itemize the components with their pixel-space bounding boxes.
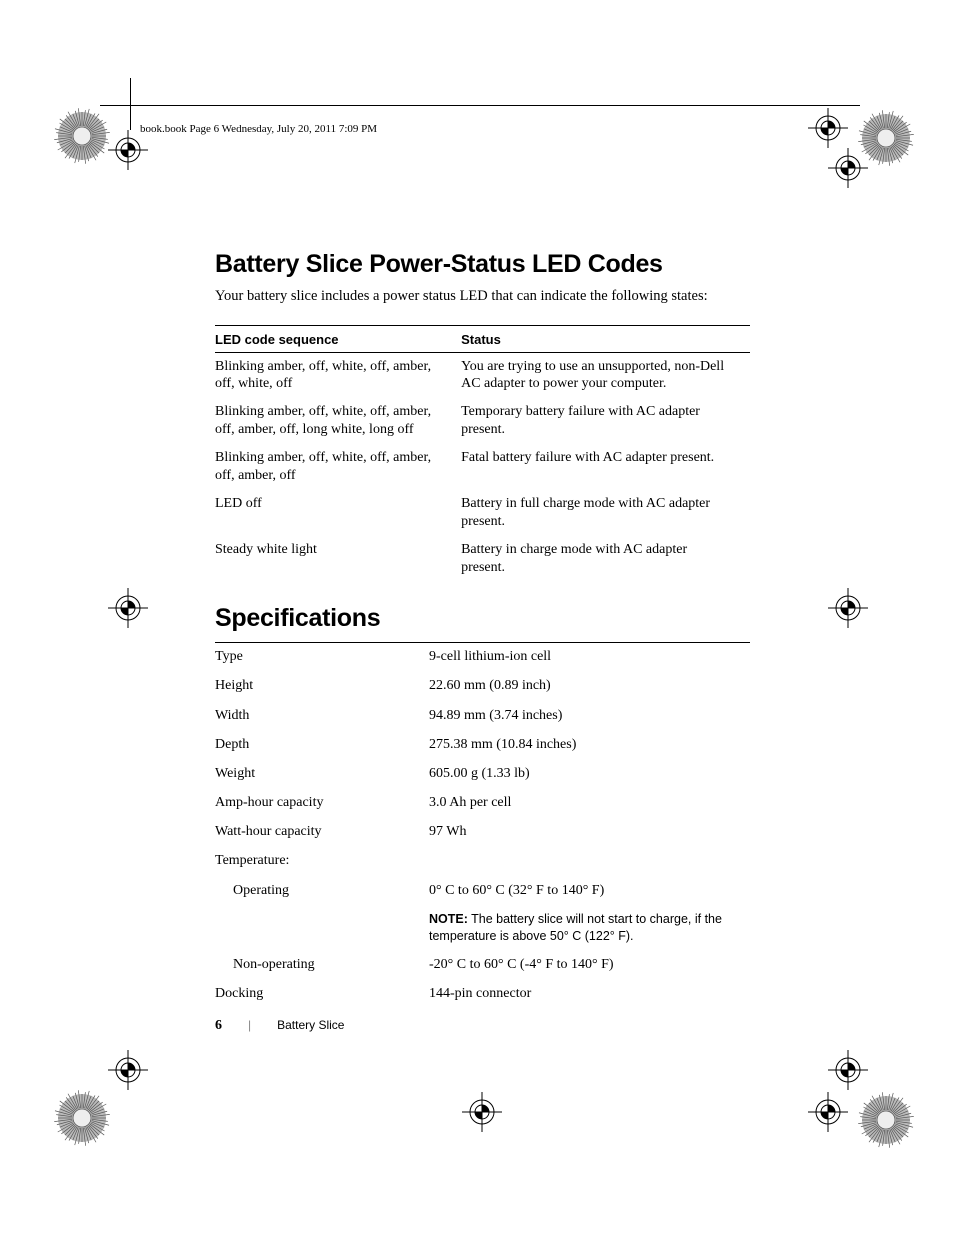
table-row: Amp-hour capacity3.0 Ah per cell bbox=[215, 789, 750, 818]
heading-specifications: Specifications bbox=[215, 604, 750, 633]
table-row: Watt-hour capacity97 Wh bbox=[215, 818, 750, 847]
trimline-top-left bbox=[130, 78, 131, 130]
cell-status: Fatal battery failure with AC adapter pr… bbox=[461, 444, 750, 490]
cell-status: Temporary battery failure with AC adapte… bbox=[461, 398, 750, 444]
registration-mark-icon bbox=[462, 1092, 502, 1132]
spec-value: -20° C to 60° C (-4° F to 140° F) bbox=[429, 950, 750, 979]
cell-status: Battery in charge mode with AC adapter p… bbox=[461, 536, 750, 582]
heading-led-codes: Battery Slice Power-Status LED Codes bbox=[215, 250, 750, 279]
table-row: Operating0° C to 60° C (32° F to 140° F) bbox=[215, 876, 750, 905]
spec-value: 0° C to 60° C (32° F to 140° F) bbox=[429, 876, 750, 905]
table-row: Docking144-pin connector bbox=[215, 979, 750, 1008]
cell-led-sequence: Steady white light bbox=[215, 536, 461, 582]
cell-status: Battery in full charge mode with AC adap… bbox=[461, 490, 750, 536]
table-row: Non-operating-20° C to 60° C (-4° F to 1… bbox=[215, 950, 750, 979]
spec-label: Watt-hour capacity bbox=[215, 818, 429, 847]
registration-mark-icon bbox=[108, 588, 148, 628]
spec-label: Height bbox=[215, 672, 429, 701]
spec-value: NOTE: The battery slice will not start t… bbox=[429, 905, 750, 950]
cell-led-sequence: Blinking amber, off, white, off, amber, … bbox=[215, 444, 461, 490]
registration-mark-icon bbox=[108, 1050, 148, 1090]
footer-label: Battery Slice bbox=[277, 1018, 344, 1032]
table-row: Blinking amber, off, white, off, amber, … bbox=[215, 444, 750, 490]
table-row: LED offBattery in full charge mode with … bbox=[215, 490, 750, 536]
spec-label: Weight bbox=[215, 759, 429, 788]
spec-label: Docking bbox=[215, 979, 429, 1008]
page-number: 6 bbox=[215, 1018, 222, 1034]
table-row: Temperature: bbox=[215, 847, 750, 876]
footer-divider: | bbox=[248, 1018, 251, 1032]
registration-mark-icon bbox=[808, 1092, 848, 1132]
led-code-table: LED code sequence Status Blinking amber,… bbox=[215, 325, 750, 582]
table-row: Blinking amber, off, white, off, amber, … bbox=[215, 352, 750, 398]
registration-mark-icon bbox=[828, 148, 868, 188]
table-row: Weight605.00 g (1.33 lb) bbox=[215, 759, 750, 788]
spec-label bbox=[215, 905, 429, 950]
registration-mark-icon bbox=[54, 108, 110, 164]
spec-value: 3.0 Ah per cell bbox=[429, 789, 750, 818]
th-status: Status bbox=[461, 325, 750, 352]
spec-value: 144-pin connector bbox=[429, 979, 750, 1008]
page-footer: 6 | Battery Slice bbox=[215, 1018, 344, 1034]
cell-led-sequence: Blinking amber, off, white, off, amber, … bbox=[215, 352, 461, 398]
cell-status: You are trying to use an unsupported, no… bbox=[461, 352, 750, 398]
registration-mark-icon bbox=[808, 108, 848, 148]
registration-mark-icon bbox=[54, 1090, 110, 1146]
registration-mark-icon bbox=[858, 1092, 914, 1148]
spec-label: Temperature: bbox=[215, 847, 429, 876]
table-row: NOTE: The battery slice will not start t… bbox=[215, 905, 750, 950]
table-row: Height22.60 mm (0.89 inch) bbox=[215, 672, 750, 701]
trimline-top bbox=[100, 105, 860, 106]
spec-label: Operating bbox=[215, 876, 429, 905]
registration-mark-icon bbox=[108, 130, 148, 170]
spec-value: 94.89 mm (3.74 inches) bbox=[429, 701, 750, 730]
spec-value: 275.38 mm (10.84 inches) bbox=[429, 730, 750, 759]
cell-led-sequence: Blinking amber, off, white, off, amber, … bbox=[215, 398, 461, 444]
spec-table: Type9-cell lithium-ion cellHeight22.60 m… bbox=[215, 642, 750, 1009]
th-led-sequence: LED code sequence bbox=[215, 325, 461, 352]
page-header-line: book.book Page 6 Wednesday, July 20, 201… bbox=[140, 123, 377, 135]
spec-value bbox=[429, 847, 750, 876]
spec-value: 9-cell lithium-ion cell bbox=[429, 642, 750, 672]
registration-mark-icon bbox=[828, 588, 868, 628]
spec-label: Non-operating bbox=[215, 950, 429, 979]
spec-label: Amp-hour capacity bbox=[215, 789, 429, 818]
spec-value: 22.60 mm (0.89 inch) bbox=[429, 672, 750, 701]
spec-label: Width bbox=[215, 701, 429, 730]
spec-label: Depth bbox=[215, 730, 429, 759]
spec-value: 605.00 g (1.33 lb) bbox=[429, 759, 750, 788]
table-row: Width94.89 mm (3.74 inches) bbox=[215, 701, 750, 730]
table-row: Steady white lightBattery in charge mode… bbox=[215, 536, 750, 582]
table-row: Type9-cell lithium-ion cell bbox=[215, 642, 750, 672]
registration-mark-icon bbox=[828, 1050, 868, 1090]
table-header-row: LED code sequence Status bbox=[215, 325, 750, 352]
page-content: Battery Slice Power-Status LED Codes You… bbox=[215, 250, 750, 1008]
table-row: Blinking amber, off, white, off, amber, … bbox=[215, 398, 750, 444]
table-row: Depth275.38 mm (10.84 inches) bbox=[215, 730, 750, 759]
spec-value: 97 Wh bbox=[429, 818, 750, 847]
intro-text: Your battery slice includes a power stat… bbox=[215, 287, 750, 307]
cell-led-sequence: LED off bbox=[215, 490, 461, 536]
spec-label: Type bbox=[215, 642, 429, 672]
